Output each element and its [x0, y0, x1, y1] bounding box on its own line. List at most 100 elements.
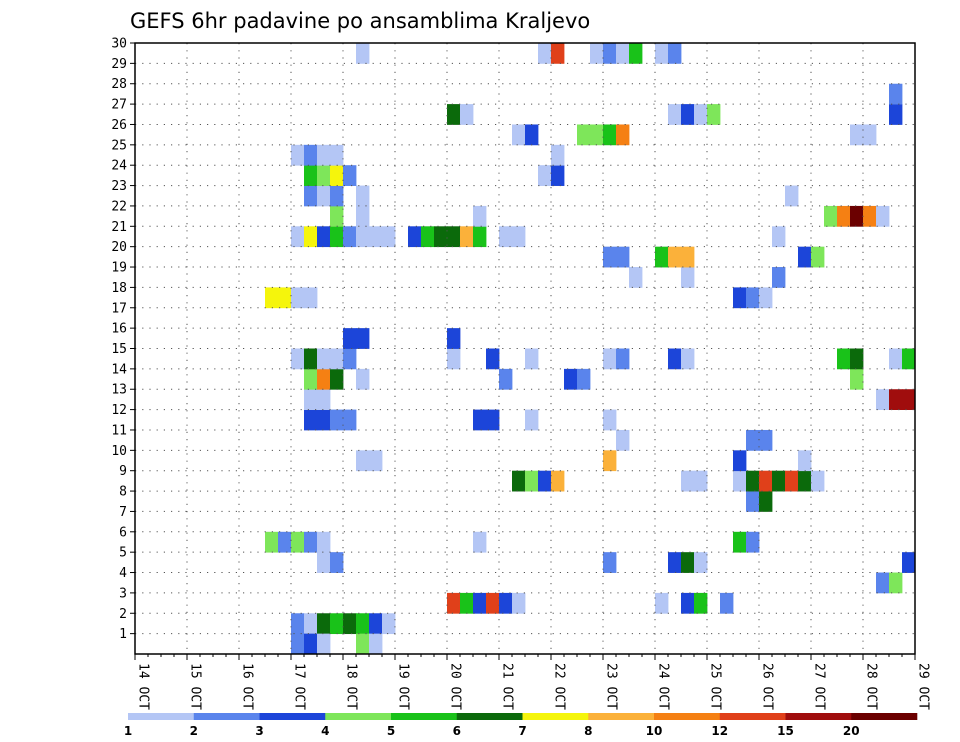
heatmap-cell — [460, 592, 474, 614]
heatmap-cell — [278, 531, 292, 553]
y-tick-label: 8 — [119, 485, 127, 500]
heatmap-cell — [304, 633, 318, 655]
heatmap-cell — [447, 348, 461, 370]
heatmap-cell — [694, 552, 708, 573]
heatmap-cell — [499, 592, 513, 614]
heatmap-cell — [317, 226, 331, 248]
y-tick-label: 2 — [119, 607, 127, 622]
heatmap-cell — [265, 287, 279, 309]
heatmap-cell — [603, 552, 617, 573]
colorbar-label: 7 — [518, 724, 526, 738]
heatmap-cell — [681, 267, 695, 288]
heatmap-cell — [382, 226, 396, 248]
y-tick-label: 22 — [111, 199, 127, 214]
y-tick-label: 5 — [119, 546, 127, 561]
heatmap-cell — [902, 348, 916, 370]
heatmap-cell — [759, 287, 773, 309]
heatmap-cell — [603, 450, 617, 472]
colorbar-label: 2 — [190, 724, 198, 738]
x-tick-label: 27 OCT — [812, 663, 827, 710]
heatmap-cell — [889, 389, 903, 410]
heatmap-cell — [681, 592, 695, 614]
heatmap-cell — [837, 348, 851, 370]
heatmap-cell — [746, 531, 760, 553]
heatmap-cell — [317, 165, 331, 186]
heatmap-cell — [681, 552, 695, 573]
heatmap-cell — [603, 43, 617, 64]
heatmap-cell — [317, 613, 331, 635]
colorbar-segment — [259, 713, 326, 720]
heatmap-cell — [512, 592, 526, 614]
heatmap-cell — [590, 124, 604, 146]
heatmap-cell — [317, 552, 331, 573]
heatmap-cell — [746, 470, 760, 492]
x-tick-label: 17 OCT — [292, 663, 307, 710]
colorbar-legend: 1 2 3 4 5 6 7 8 10 12 15 20 — [124, 713, 918, 738]
heatmap-cell — [681, 104, 695, 125]
y-tick-label: 9 — [119, 464, 127, 479]
heatmap-cell — [304, 368, 318, 390]
heatmap-cell — [291, 287, 305, 309]
chart-title: GEFS 6hr padavine po ansamblima Kraljevo — [130, 9, 590, 33]
heatmap-cell — [876, 205, 890, 227]
y-tick-label: 20 — [111, 240, 127, 255]
heatmap-cell — [343, 328, 357, 349]
y-tick-label: 23 — [111, 179, 127, 194]
y-tick-label: 10 — [111, 444, 127, 459]
heatmap-cell — [629, 267, 643, 288]
x-tick-label: 16 OCT — [240, 663, 255, 710]
heatmap-cell — [473, 531, 487, 553]
y-tick-label: 24 — [111, 159, 127, 174]
x-tick-label: 14 OCT — [136, 663, 151, 710]
heatmap-cell — [278, 287, 292, 309]
heatmap-cell — [785, 185, 799, 207]
heatmap-cell — [655, 592, 669, 614]
colorbar-label: 6 — [453, 724, 461, 738]
heatmap-cell — [343, 409, 357, 431]
y-tick-label: 25 — [111, 138, 127, 153]
heatmap-cell — [291, 348, 305, 370]
heatmap-cell — [499, 368, 513, 390]
heatmap-cell — [785, 470, 799, 492]
heatmap-cell — [694, 104, 708, 125]
y-tick-label: 27 — [111, 98, 127, 113]
heatmap-cell — [330, 613, 344, 635]
y-axis: 1234567891011121314151617181920212223242… — [111, 37, 135, 642]
heatmap-cell — [486, 348, 500, 370]
colorbar-segment — [193, 713, 260, 720]
heatmap-cell — [382, 613, 396, 635]
heatmap-cell — [304, 348, 318, 370]
heatmap-cell — [330, 226, 344, 248]
colorbar-label: 12 — [711, 724, 728, 738]
heatmap-cell — [356, 450, 370, 472]
heatmap-cell — [499, 226, 513, 248]
x-tick-label: 22 OCT — [552, 663, 567, 710]
heatmap-cell — [759, 470, 773, 492]
heatmap-cell — [889, 104, 903, 125]
heatmap-cell — [330, 348, 344, 370]
heatmap-cell — [538, 470, 552, 492]
x-tick-label: 28 OCT — [864, 663, 879, 710]
colorbar-label: 4 — [321, 724, 329, 738]
heatmap-cell — [538, 43, 552, 64]
heatmap-cell — [317, 389, 331, 410]
colorbar-label: 8 — [584, 724, 592, 738]
heatmap-cell — [317, 531, 331, 553]
heatmap-cell — [863, 124, 877, 146]
heatmap-cell — [473, 409, 487, 431]
heatmap-cell — [330, 552, 344, 573]
y-tick-label: 13 — [111, 383, 127, 398]
heatmap-cell — [551, 470, 565, 492]
heatmap-cell — [304, 531, 318, 553]
heatmap-cell — [668, 246, 682, 268]
heatmap-cell — [707, 104, 721, 125]
x-tick-label: 25 OCT — [708, 663, 723, 710]
heatmap-cell — [512, 124, 526, 146]
x-tick-label: 20 OCT — [448, 663, 463, 710]
heatmap-cell — [356, 633, 370, 655]
colorbar-segment — [654, 713, 721, 720]
colorbar-segment — [851, 713, 918, 720]
heatmap-cell — [356, 368, 370, 390]
heatmap-cell — [317, 633, 331, 655]
heatmap-cell — [850, 124, 864, 146]
